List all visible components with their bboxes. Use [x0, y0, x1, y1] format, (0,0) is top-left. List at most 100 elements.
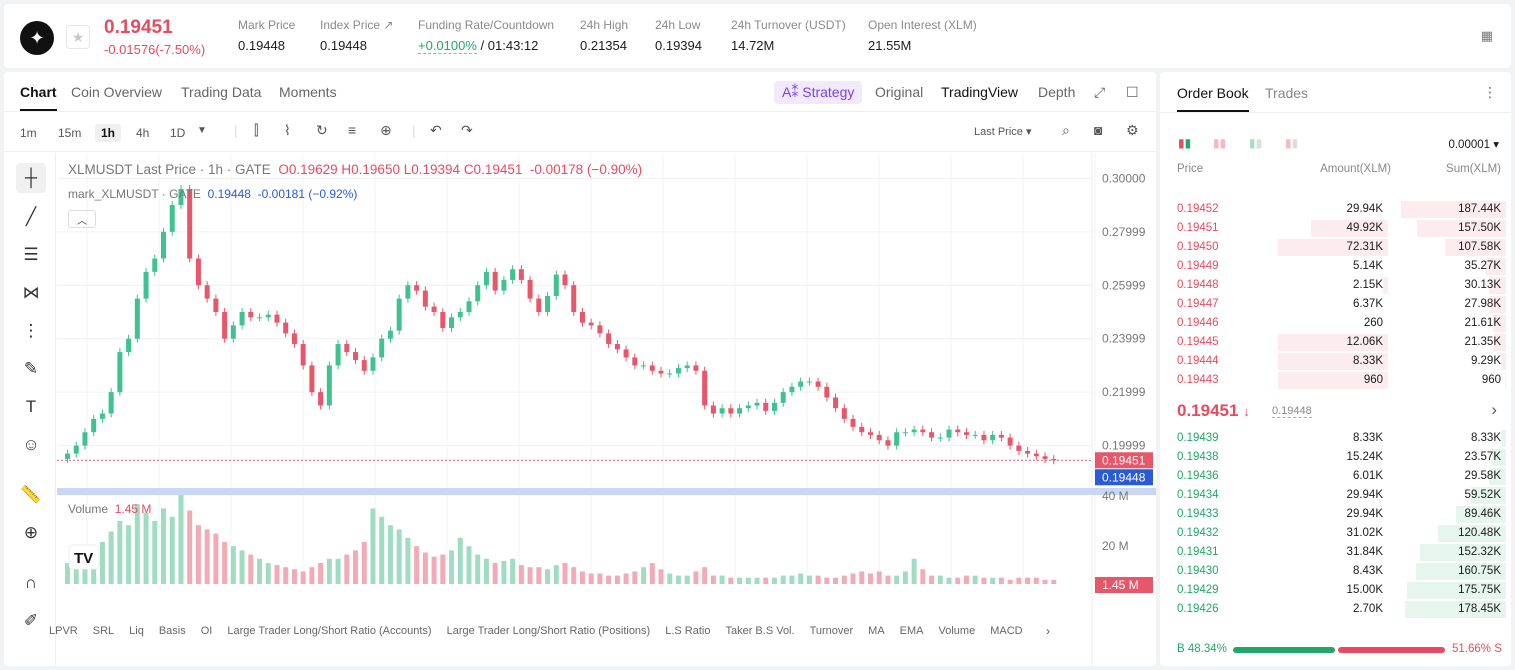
- undo-icon[interactable]: ↶: [430, 122, 442, 138]
- bid-row[interactable]: 0.19429 15.00K 175.75K: [1160, 581, 1511, 600]
- bid-row[interactable]: 0.19434 29.94K 59.52K: [1160, 486, 1511, 505]
- sum-depth-bar: [1492, 449, 1506, 466]
- bid-row[interactable]: 0.19431 31.84K 152.32K: [1160, 543, 1511, 562]
- bid-row[interactable]: 0.19439 8.33K 8.33K: [1160, 429, 1511, 448]
- layout-buy-icon[interactable]: ▮▮: [1285, 136, 1299, 150]
- text-icon[interactable]: T: [25, 397, 37, 416]
- more-options-icon[interactable]: ⋮: [1483, 84, 1497, 100]
- settings-gear-icon[interactable]: ⚙: [1126, 122, 1139, 138]
- indicator-10[interactable]: MA: [868, 625, 885, 637]
- ask-row[interactable]: 0.19452 29.94K 187.44K: [1160, 200, 1511, 219]
- templates-icon[interactable]: ≡: [348, 122, 357, 138]
- horizontal-lines-icon[interactable]: ☰: [23, 245, 39, 264]
- tradingview-logo-icon: TV: [74, 550, 93, 567]
- indicator-2[interactable]: Liq: [129, 625, 144, 637]
- emoji-icon[interactable]: ☺: [22, 435, 40, 454]
- bid-row[interactable]: 0.19432 31.02K 120.48K: [1160, 524, 1511, 543]
- ask-row[interactable]: 0.19448 2.15K 30.13K: [1160, 276, 1511, 295]
- tab-trading-data[interactable]: Trading Data: [181, 84, 262, 100]
- camera-icon[interactable]: ◙: [1094, 122, 1103, 138]
- candle: [929, 432, 935, 438]
- favorite-star-icon[interactable]: ★: [66, 25, 90, 49]
- indicator-6[interactable]: Large Trader Long/Short Ratio (Positions…: [446, 625, 651, 637]
- ask-row[interactable]: 0.19446 260 21.61K: [1160, 314, 1511, 333]
- indicator-3[interactable]: Basis: [158, 625, 186, 637]
- candle-type-icon[interactable]: ⫿: [254, 122, 259, 138]
- bid-row[interactable]: 0.19438 15.24K 23.57K: [1160, 448, 1511, 467]
- sum-depth-bar: [1416, 220, 1506, 237]
- volume-bar: [257, 558, 263, 584]
- compare-icon[interactable]: ↻: [316, 122, 328, 138]
- volume-bar: [248, 554, 254, 584]
- indicator-8[interactable]: Taker B.S Vol.: [725, 625, 795, 637]
- ask-row[interactable]: 0.19445 12.06K 21.35K: [1160, 333, 1511, 352]
- magnet-icon[interactable]: ∩: [24, 573, 38, 592]
- ask-row[interactable]: 0.19444 8.33K 9.29K: [1160, 352, 1511, 371]
- view-tradingview[interactable]: TradingView: [941, 84, 1019, 100]
- bid-row[interactable]: 0.19430 8.43K 160.75K: [1160, 562, 1511, 581]
- add-alert-icon[interactable]: ⊕: [380, 122, 392, 138]
- indicator-1[interactable]: SRL: [92, 625, 115, 637]
- tab-chart[interactable]: Chart: [20, 84, 57, 111]
- ask-row[interactable]: 0.19443 960 960: [1160, 371, 1511, 390]
- candle: [850, 418, 856, 427]
- layout-sell-icon[interactable]: ▮▮: [1213, 136, 1227, 150]
- search-icon[interactable]: ⌕: [1062, 122, 1070, 138]
- tab-moments[interactable]: Moments: [279, 84, 337, 100]
- indicator-13[interactable]: MACD: [990, 625, 1023, 637]
- ask-row[interactable]: 0.19450 72.31K 107.58K: [1160, 238, 1511, 257]
- view-depth[interactable]: Depth: [1038, 84, 1076, 100]
- pencil-lock-icon[interactable]: ✐: [23, 611, 39, 630]
- indicator-0[interactable]: LPVR: [49, 625, 78, 637]
- tab-order-book[interactable]: Order Book: [1177, 85, 1249, 112]
- zoom-in-icon[interactable]: ⊕: [23, 523, 39, 542]
- price-type-select[interactable]: Last Price ▾: [974, 126, 1032, 138]
- tab-trades[interactable]: Trades: [1265, 85, 1309, 101]
- brush-icon[interactable]: ✎: [23, 359, 39, 378]
- interval-1m[interactable]: 1m: [20, 126, 37, 140]
- candle: [579, 311, 585, 323]
- candle: [248, 311, 254, 318]
- indicator-5[interactable]: Large Trader Long/Short Ratio (Accounts): [227, 625, 432, 637]
- expand-icon[interactable]: ⤢: [1094, 84, 1106, 100]
- view-original[interactable]: Original: [875, 84, 924, 100]
- index-price-stat[interactable]: Index Price ↗ 0.19448: [320, 18, 394, 53]
- interval-1h[interactable]: 1h: [95, 124, 122, 142]
- bid-row[interactable]: 0.19433 29.94K 89.46K: [1160, 505, 1511, 524]
- window-icon[interactable]: ☐: [1126, 84, 1139, 100]
- indicator-9[interactable]: Turnover: [809, 625, 854, 637]
- chevron-right-icon[interactable]: ›: [1046, 624, 1050, 638]
- pattern-icon[interactable]: ⋈: [22, 283, 40, 302]
- bid-row[interactable]: 0.19426 2.70K 178.45K: [1160, 600, 1511, 619]
- ruler-icon[interactable]: 📏: [20, 485, 42, 504]
- calculator-icon[interactable]: ▦: [1480, 28, 1493, 43]
- strategy-button[interactable]: A⁑ Strategy: [774, 81, 863, 104]
- interval-1d[interactable]: 1D: [170, 126, 186, 140]
- collapse-legend-button[interactable]: ︿: [68, 210, 96, 228]
- ask-row[interactable]: 0.19447 6.37K 27.98K: [1160, 295, 1511, 314]
- tab-coin-overview[interactable]: Coin Overview: [71, 84, 163, 100]
- volume-bar: [649, 563, 655, 584]
- chevron-down-icon[interactable]: ▼: [197, 125, 207, 136]
- chevron-right-icon[interactable]: ›: [1491, 400, 1497, 419]
- indicator-12[interactable]: Volume: [938, 625, 976, 637]
- interval-4h[interactable]: 4h: [136, 126, 150, 140]
- fib-icon[interactable]: ⋮: [22, 321, 40, 340]
- candle: [492, 271, 498, 291]
- bid-row[interactable]: 0.19436 6.01K 29.58K: [1160, 467, 1511, 486]
- redo-icon[interactable]: ↷: [461, 122, 473, 138]
- ask-row[interactable]: 0.19449 5.14K 35.27K: [1160, 257, 1511, 276]
- indicator-7[interactable]: L.S Ratio: [665, 625, 711, 637]
- layout-both-icon[interactable]: ▮▮: [1178, 136, 1192, 150]
- volume-bar: [798, 573, 804, 584]
- indicator-4[interactable]: OI: [200, 625, 213, 637]
- indicator-11[interactable]: EMA: [899, 625, 924, 637]
- indicators-icon[interactable]: ⌇: [284, 122, 291, 138]
- precision-select[interactable]: 0.00001 ▾: [1448, 139, 1499, 151]
- ask-row[interactable]: 0.19451 49.92K 157.50K: [1160, 219, 1511, 238]
- trend-line-icon[interactable]: ╱: [25, 207, 37, 226]
- interval-15m[interactable]: 15m: [58, 126, 82, 140]
- layout-mixed-icon[interactable]: ▮▮: [1249, 136, 1263, 150]
- crosshair-icon[interactable]: ┼: [16, 163, 46, 193]
- candlestick-chart[interactable]: 0.30000 0.27999 0.25999 0.23999 0.21999 0.199…: [57, 153, 1156, 666]
